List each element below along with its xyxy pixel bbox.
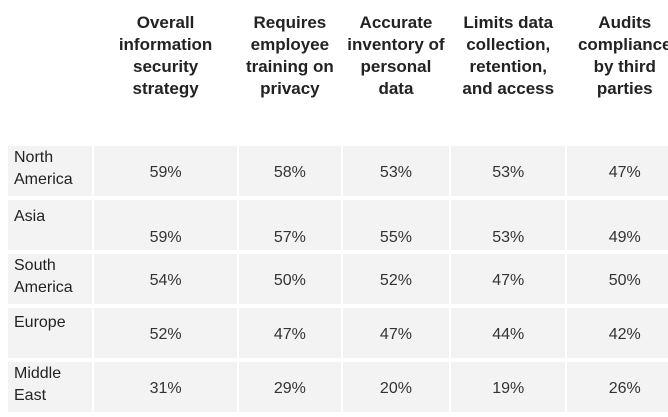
table-cell: 57%: [238, 200, 341, 250]
table-cell: 53%: [342, 146, 450, 196]
table-row: Europe 52% 47% 47% 44% 42%: [8, 308, 668, 358]
table-cell: 47%: [238, 308, 341, 358]
table-cell: 55%: [342, 200, 450, 250]
table-row: Asia 59% 57% 55% 53% 49%: [8, 200, 668, 250]
table-cell: 31%: [94, 362, 237, 412]
table-cell: 44%: [451, 308, 566, 358]
table-cell: 52%: [94, 308, 237, 358]
row-label: South America: [8, 254, 93, 304]
table-cell: 53%: [451, 146, 566, 196]
row-label: Middle East: [8, 362, 93, 412]
table-cell: 50%: [567, 254, 668, 304]
table-cell: 50%: [238, 254, 341, 304]
table-cell: 58%: [238, 146, 341, 196]
table-cell: 52%: [342, 254, 450, 304]
security-practices-table: Overall information security strategy Re…: [6, 0, 668, 416]
table-cell: 47%: [342, 308, 450, 358]
header-row: Overall information security strategy Re…: [8, 4, 668, 142]
table-row: South America 54% 50% 52% 47% 50%: [8, 254, 668, 304]
table-cell: 47%: [451, 254, 566, 304]
corner-cell: [8, 4, 93, 142]
row-label: North America: [8, 146, 93, 196]
row-label: Europe: [8, 308, 93, 358]
table-cell: 26%: [567, 362, 668, 412]
column-header: Overall information security strategy: [118, 13, 213, 98]
row-label: Asia: [8, 200, 93, 250]
table-cell: 42%: [567, 308, 668, 358]
table-cell: 47%: [567, 146, 668, 196]
table-cell: 54%: [94, 254, 237, 304]
column-header: Accurate inventory of personal data: [347, 13, 445, 98]
column-header: Limits data collection, retention, and a…: [462, 13, 555, 98]
table-cell: 59%: [94, 200, 237, 250]
table-cell: 59%: [94, 146, 237, 196]
table-cell: 29%: [238, 362, 341, 412]
column-header: Audits compliance by third parties: [577, 13, 668, 98]
table-cell: 20%: [342, 362, 450, 412]
table-row: Middle East 31% 29% 20% 19% 26%: [8, 362, 668, 412]
column-header: Requires employee training on privacy: [245, 13, 334, 98]
table-row: North America 59% 58% 53% 53% 47%: [8, 146, 668, 196]
table-cell: 53%: [451, 200, 566, 250]
table-cell: 19%: [451, 362, 566, 412]
table-cell: 49%: [567, 200, 668, 250]
